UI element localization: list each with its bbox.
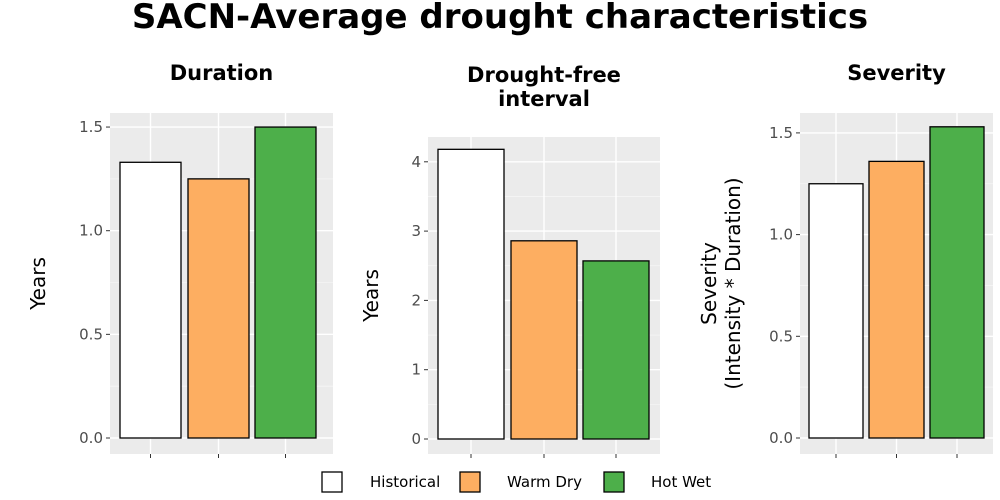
legend: Historical Warm Dry Hot Wet <box>321 471 711 493</box>
y-axis-title: Years <box>359 269 383 323</box>
y-tick-label: 4 <box>411 153 421 171</box>
y-tick-label: 0.0 <box>79 429 103 447</box>
bar-warm-dry <box>868 160 925 439</box>
y-axis-title: Years <box>26 257 50 311</box>
legend-item: Hot Wet <box>603 471 711 493</box>
bar-hot-wet <box>582 260 650 440</box>
bar-warm-dry <box>187 178 250 439</box>
y-tick-label: 1.0 <box>769 226 793 244</box>
bar-historical <box>437 148 505 440</box>
panel-title: interval <box>498 87 590 111</box>
bar-historical <box>808 183 864 439</box>
legend-item: Historical <box>321 471 440 493</box>
y-tick-label: 3 <box>411 222 421 240</box>
y-tick-label: 2 <box>411 291 421 309</box>
panel-title: Duration <box>170 61 274 85</box>
y-tick-label: 0.0 <box>769 429 793 447</box>
y-axis-title: Severity <box>697 242 721 325</box>
chart-panels: 0.0 0.5 1.0 1.5 Duration Years 0 1 2 3 4 Drought-fr… <box>26 61 993 458</box>
y-tick-label: 1.5 <box>79 118 103 136</box>
legend-label: Hot Wet <box>651 473 711 491</box>
legend-key <box>459 471 481 493</box>
panel-title: Drought-free <box>467 63 621 87</box>
y-tick-label: 0 <box>411 430 421 448</box>
y-tick-label: 0.5 <box>769 327 793 345</box>
chart-panel-1: 0.0 0.5 1.0 1.5 Duration Years <box>26 61 333 458</box>
y-tick-label: 1.0 <box>79 222 103 240</box>
y-tick-label: 0.5 <box>79 325 103 343</box>
bar-historical <box>119 161 182 439</box>
legend-label: Historical <box>370 473 440 491</box>
legend-key <box>603 471 625 493</box>
y-axis-title: (Intensity * Duration) <box>721 177 745 389</box>
y-tick-label: 1.5 <box>769 124 793 142</box>
legend-item: Warm Dry <box>459 471 582 493</box>
bar-hot-wet <box>929 126 985 439</box>
bar-hot-wet <box>254 126 317 439</box>
legend-key <box>321 471 343 493</box>
figure-title: SACN-Average drought characteristics <box>132 0 868 37</box>
y-tick-label: 1 <box>411 361 421 379</box>
panel-title: Severity <box>847 61 946 85</box>
legend-label: Warm Dry <box>507 473 582 491</box>
bar-warm-dry <box>510 240 578 440</box>
